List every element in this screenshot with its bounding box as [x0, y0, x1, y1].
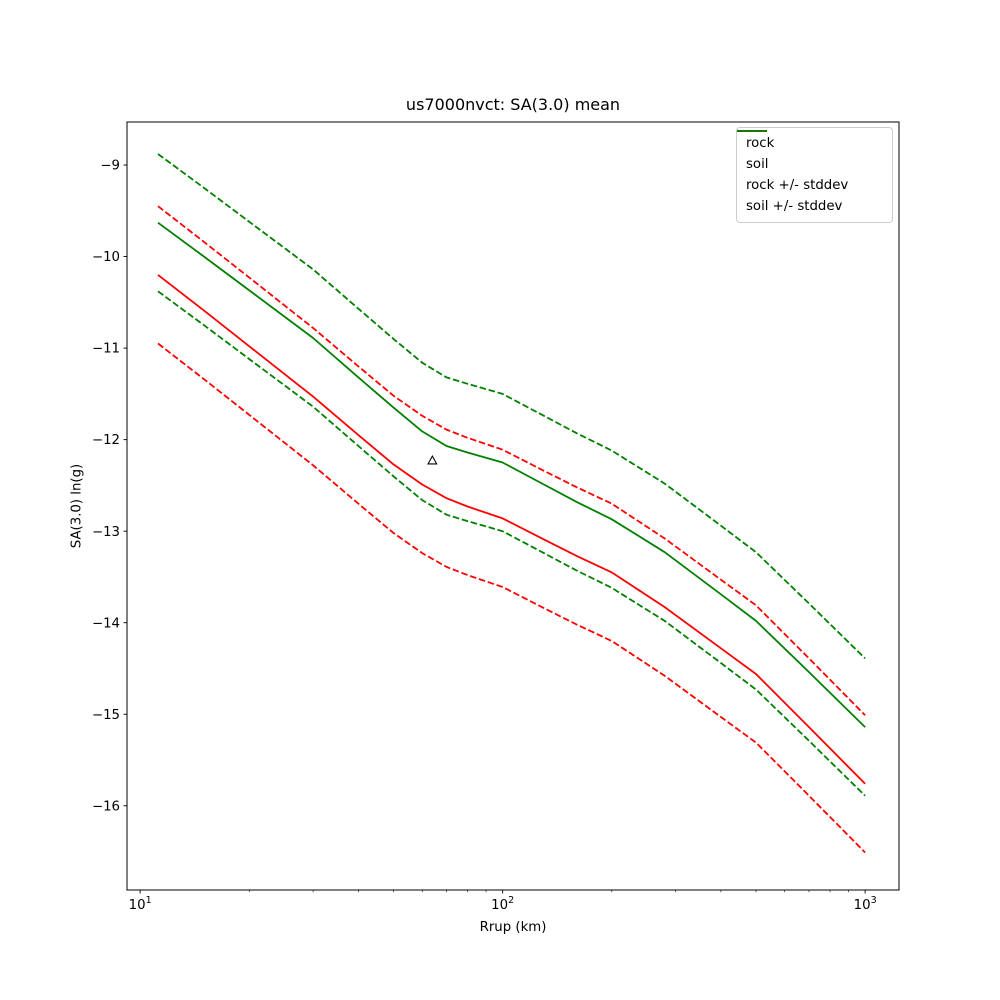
legend-label: rock +/- stddev [746, 178, 849, 193]
soil-plus-stddev-line [157, 153, 866, 660]
chart-title: us7000nvct: SA(3.0) mean [405, 95, 621, 114]
y-tick-label: −11 [92, 342, 120, 357]
x-axis-label: Rrup (km) [479, 920, 547, 935]
y-tick-label: −10 [92, 250, 120, 265]
station-triangle-marker [427, 454, 438, 465]
rock-plus-stddev-line [157, 205, 866, 716]
x-tick-label: 103 [854, 895, 877, 913]
soil-mean-line [157, 221, 866, 728]
y-tick-label: −16 [92, 799, 120, 814]
legend-item-soil-stddev: soil +/- stddev [737, 130, 883, 217]
legend-line-sample [737, 130, 767, 132]
x-tick-label: 101 [129, 895, 152, 913]
legend-item-rock: rock [737, 130, 883, 154]
y-tick-label: −12 [92, 433, 120, 448]
y-tick-label: −15 [92, 708, 120, 723]
y-tick-label: −13 [92, 525, 120, 540]
legend-label: soil +/- stddev [746, 199, 843, 214]
legend: rock soil rock +/- stddev soil +/- stddev [736, 127, 893, 223]
y-axis-label: SA(3.0) ln(g) [69, 463, 85, 549]
x-tick-label: 102 [491, 895, 514, 913]
rock-minus-stddev-line [157, 342, 866, 854]
y-tick-label: −9 [100, 159, 120, 174]
rock-mean-line [157, 274, 866, 785]
legend-label: soil [746, 157, 769, 172]
legend-item-soil: soil [737, 130, 883, 175]
legend-label: rock [746, 136, 775, 151]
legend-item-rock-stddev: rock +/- stddev [737, 130, 883, 196]
soil-minus-stddev-line [157, 290, 866, 797]
y-tick-label: −14 [92, 616, 120, 631]
axes-frame [126, 121, 900, 891]
